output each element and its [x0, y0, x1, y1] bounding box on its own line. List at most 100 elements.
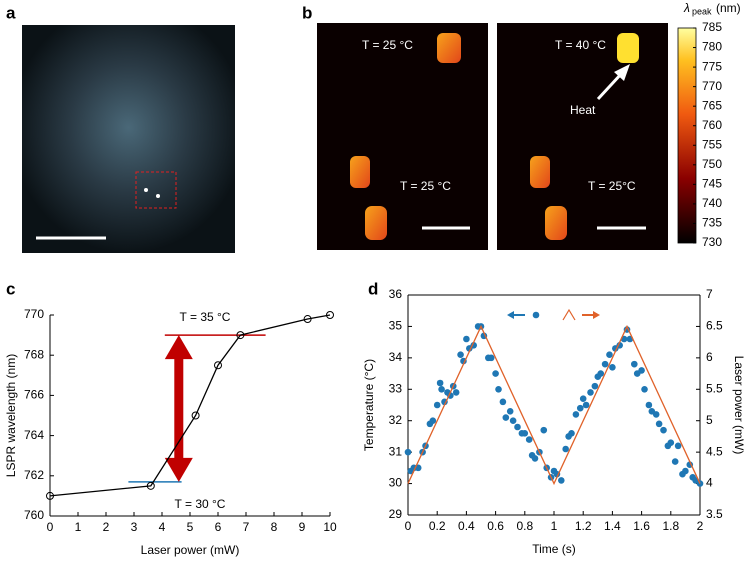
colorbar-symbol: λ — [683, 1, 690, 15]
y-tick-label: 762 — [24, 468, 44, 482]
colorbar-unit: (nm) — [716, 1, 741, 15]
data-point — [457, 351, 464, 359]
colorbar-tick-label: 740 — [702, 196, 722, 210]
x-axis-label: Time (s) — [532, 542, 576, 556]
data-point — [463, 335, 470, 343]
y2-tick-label: 4 — [706, 476, 713, 490]
data-point — [579, 395, 587, 403]
y2-axis-label: Laser power (mW) — [732, 356, 746, 455]
x-tick-label: 4 — [159, 520, 166, 534]
data-point — [671, 458, 679, 465]
x-tick-label: 1.2 — [575, 519, 592, 533]
data-point — [514, 423, 521, 431]
particle — [545, 206, 567, 240]
particle — [530, 156, 550, 188]
y-tick-label: 36 — [389, 287, 403, 301]
y-axis-label: LSPR wavelength (nm) — [4, 354, 18, 477]
x-tick-label: 3 — [131, 520, 138, 534]
x-tick-label: 1 — [75, 520, 82, 534]
data-point — [452, 389, 460, 396]
panel-label: b — [302, 3, 312, 22]
y2-tick-label: 7 — [706, 287, 713, 301]
x-tick-label: 7 — [243, 520, 250, 534]
x-tick-label: 1.4 — [604, 519, 621, 533]
y2-tick-label: 6 — [706, 350, 713, 364]
colorbar — [677, 27, 697, 244]
arrow-head — [614, 64, 630, 81]
y-tick-label: 35 — [389, 319, 403, 333]
y-tick-label: 31 — [389, 444, 403, 458]
y2-tick-label: 4.5 — [706, 444, 723, 458]
x-tick-label: 0.6 — [487, 519, 504, 533]
series-line — [49, 314, 331, 497]
data-point — [572, 411, 580, 418]
legend-marker — [532, 311, 540, 319]
x-tick-label: 8 — [271, 520, 278, 534]
x-tick-label: 0 — [405, 519, 412, 533]
y-tick-label: 764 — [24, 428, 44, 442]
arrow — [596, 71, 624, 101]
data-point — [609, 363, 616, 371]
colorbar-tick-label: 780 — [702, 40, 722, 54]
x-tick-label: 2 — [697, 519, 704, 533]
x-tick-label: 0.8 — [516, 519, 533, 533]
x-tick-label: 0.2 — [429, 519, 446, 533]
y-tick-label: 770 — [24, 307, 44, 321]
roi-box — [135, 171, 177, 209]
x-tick-label: 1.6 — [633, 519, 650, 533]
x-tick-label: 6 — [215, 520, 222, 534]
annotation: Heat — [570, 103, 596, 117]
y-tick-label: 760 — [24, 508, 44, 522]
colorbar-tick-label: 735 — [702, 216, 722, 230]
x-tick-label: 0 — [47, 520, 54, 534]
legend-marker — [562, 308, 576, 321]
double-arrow — [174, 357, 184, 460]
data-point — [509, 417, 517, 425]
annotation: T = 35 °C — [180, 310, 231, 324]
particle — [365, 206, 387, 240]
x-tick-label: 2 — [103, 520, 110, 534]
data-point — [568, 429, 575, 437]
data-point — [214, 361, 222, 370]
colorbar-tick-label: 760 — [702, 118, 722, 132]
data-point — [487, 354, 495, 362]
colorbar-tick-label: 730 — [702, 235, 722, 249]
data-point — [631, 360, 638, 368]
y-tick-label: 766 — [24, 388, 44, 402]
legend-arrow-head — [593, 311, 600, 319]
data-point — [655, 420, 663, 428]
series-line — [407, 324, 701, 486]
legend-arrow-head — [507, 311, 514, 319]
y-tick-label: 34 — [389, 350, 403, 364]
y-tick-label: 768 — [24, 347, 44, 361]
x-tick-label: 1.8 — [662, 519, 679, 533]
data-point — [601, 360, 609, 368]
x-tick-label: 0.4 — [458, 519, 475, 533]
annotation: T = 25°C — [588, 179, 636, 193]
data-point — [191, 411, 200, 420]
data-point — [587, 389, 594, 396]
panel-label: c — [6, 279, 15, 298]
y2-tick-label: 5.5 — [706, 381, 723, 395]
colorbar-tick-label: 765 — [702, 98, 722, 112]
data-point — [502, 414, 510, 421]
data-point — [326, 311, 334, 319]
panel-label: a — [6, 3, 16, 22]
data-point — [591, 382, 599, 390]
x-tick-label: 9 — [299, 520, 306, 534]
data-point — [146, 481, 155, 490]
map — [497, 23, 668, 250]
data-point — [682, 467, 689, 475]
data-point — [606, 351, 613, 359]
data-point — [506, 407, 514, 415]
data-point — [495, 385, 502, 393]
x-tick-label: 1 — [551, 519, 558, 533]
data-point — [652, 411, 660, 418]
y-tick-label: 30 — [389, 476, 403, 490]
data-point — [525, 436, 533, 443]
data-point — [531, 455, 539, 462]
data-point — [562, 445, 569, 453]
data-point — [558, 477, 565, 484]
y-tick-label: 32 — [389, 413, 403, 427]
